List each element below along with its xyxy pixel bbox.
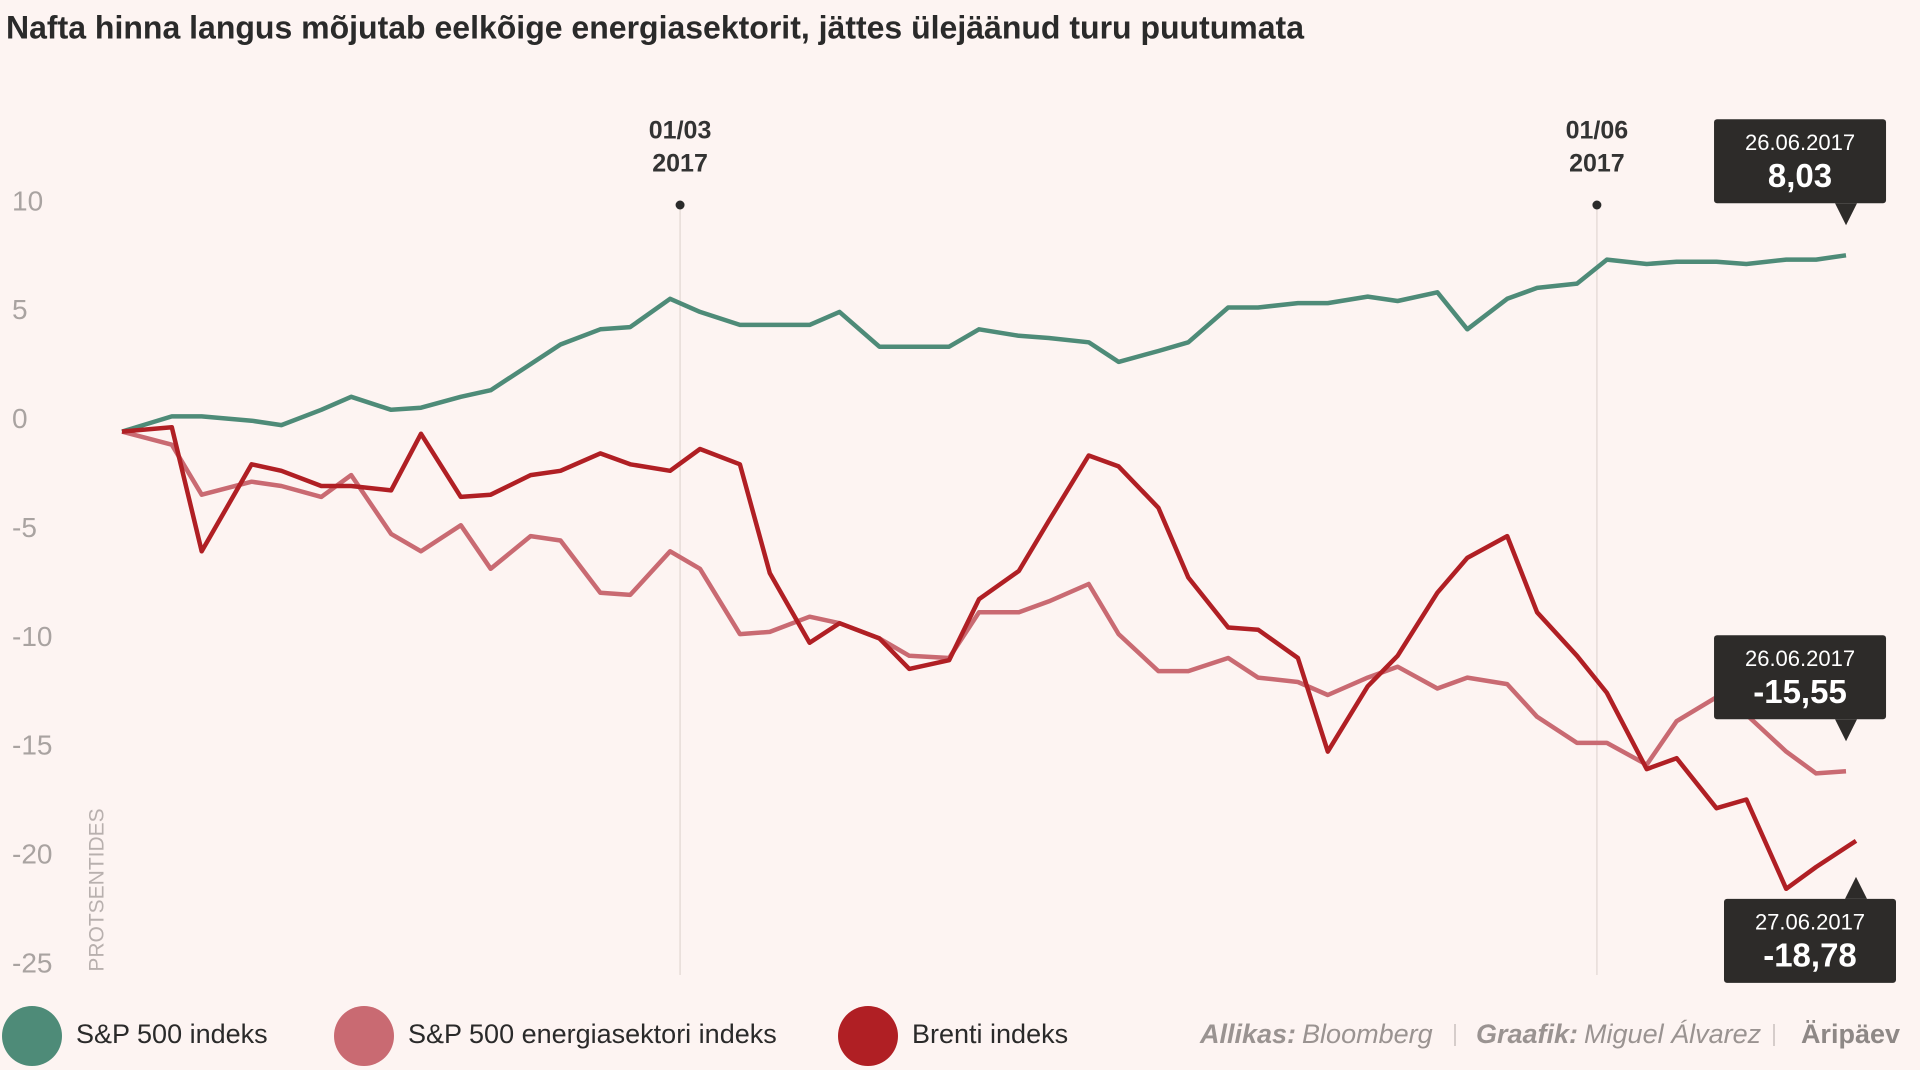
- y-tick-label: -20: [12, 839, 52, 870]
- legend-swatch: [334, 1006, 394, 1066]
- annotation-box: [1714, 635, 1887, 720]
- x-tick-label: 01/06: [1566, 117, 1629, 145]
- x-tick-label: 2017: [652, 150, 708, 178]
- y-axis-label: PROTSENTIDES: [86, 808, 109, 971]
- annotation-date: 26.06.2017: [1745, 130, 1855, 155]
- y-tick-label: -10: [12, 621, 52, 652]
- annotation-box: [1724, 898, 1896, 983]
- legend-label: S&P 500 indeks: [76, 1019, 268, 1049]
- x-tick-dot: [675, 200, 685, 210]
- legend-label: Brenti indeks: [912, 1019, 1068, 1049]
- legend-swatch: [838, 1006, 898, 1066]
- series-line: [121, 253, 1847, 434]
- graphic-label: Graafik:: [1476, 1019, 1578, 1049]
- legend-swatch: [2, 1006, 62, 1066]
- series-line: [121, 424, 1858, 892]
- credits: Allikas: Bloomberg Graafik: Miguel Álvarez: [1199, 1019, 1762, 1049]
- annotation-date: 26.06.2017: [1745, 646, 1855, 671]
- annotation-value: 8,03: [1768, 157, 1832, 194]
- series-line: [121, 429, 1847, 776]
- y-tick-label: -25: [12, 947, 52, 978]
- y-tick-label: -5: [12, 512, 37, 543]
- annotation-value: -15,55: [1753, 673, 1847, 710]
- source: Bloomberg: [1302, 1019, 1433, 1049]
- source-label: Allikas:: [1199, 1019, 1296, 1049]
- chart-title: Nafta hinna langus mõjutab eelkõige ener…: [6, 9, 1304, 45]
- y-tick-label: 0: [12, 403, 28, 434]
- annotation-pointer: [1845, 876, 1867, 899]
- x-tick-label: 2017: [1569, 150, 1625, 178]
- annotation-value: -18,78: [1763, 937, 1857, 974]
- x-tick-label: 01/03: [649, 117, 712, 145]
- y-tick-label: 10: [12, 185, 43, 216]
- y-tick-label: -15: [12, 730, 52, 761]
- annotation-date: 27.06.2017: [1755, 910, 1865, 935]
- x-tick-dot: [1592, 200, 1602, 210]
- graphic: Miguel Álvarez: [1584, 1019, 1762, 1049]
- legend-label: S&P 500 energiasektori indeks: [408, 1019, 777, 1049]
- annotation-pointer: [1835, 203, 1858, 226]
- annotation-pointer: [1835, 719, 1858, 742]
- annotation-box: [1714, 119, 1887, 204]
- brand: Äripäev: [1801, 1019, 1900, 1049]
- y-tick-label: 5: [12, 294, 28, 325]
